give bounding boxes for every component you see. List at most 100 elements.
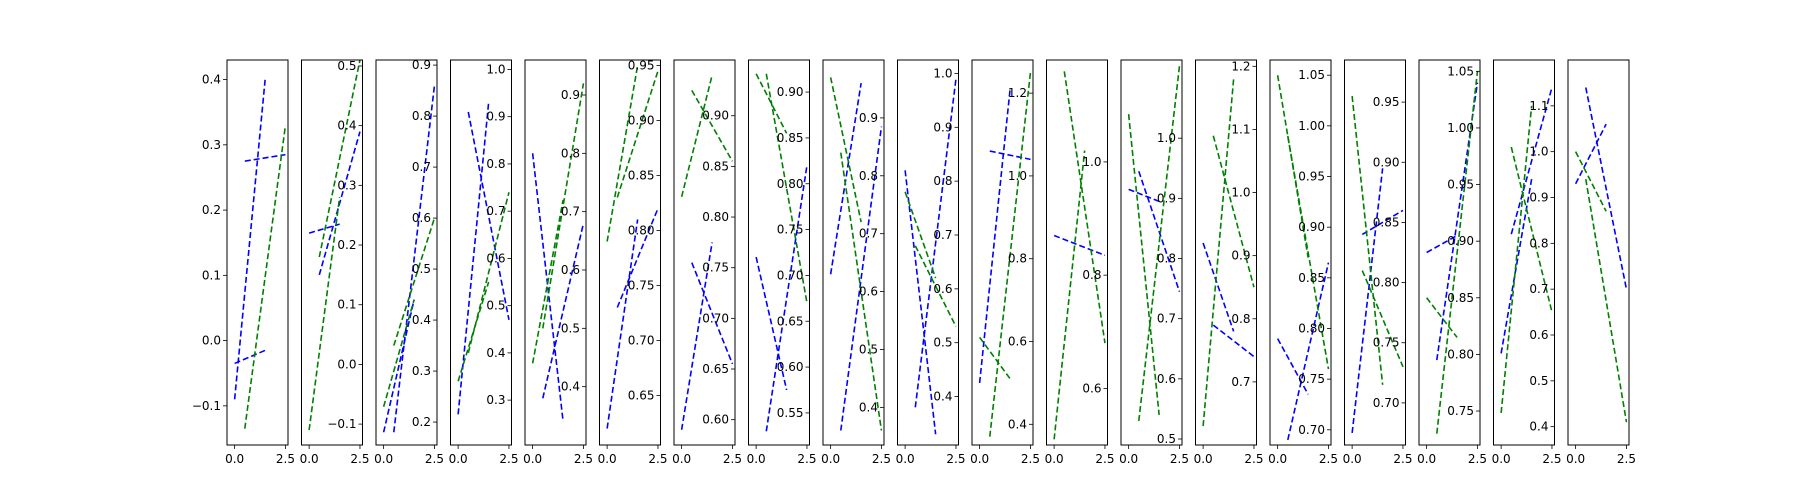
y-tick-label: 0.80 xyxy=(1298,321,1325,335)
axes-frame xyxy=(524,59,587,446)
y-tick-label: 0.90 xyxy=(1447,234,1474,248)
y-tick-label: 0.7 xyxy=(412,160,431,174)
y-tick-label: 1.00 xyxy=(1298,119,1325,133)
y-tick-label: 0.1 xyxy=(202,268,221,282)
x-tick-label: 2.5 xyxy=(1170,452,1189,466)
y-tick-label: 0.6 xyxy=(933,282,952,296)
axes-frame xyxy=(375,59,438,446)
y-tick-label: 1.0 xyxy=(1082,155,1101,169)
y-tick-label: 0.4 xyxy=(933,390,952,404)
y-tick-label: 0.55 xyxy=(777,406,804,420)
y-tick-label: 0.2 xyxy=(202,203,221,217)
series-line-green-3 xyxy=(1351,96,1384,385)
y-tick-label: 0.90 xyxy=(1298,220,1325,234)
y-tick-label: 0.8 xyxy=(1008,252,1027,266)
series-line-green-4 xyxy=(243,125,287,429)
y-tick-label: 0.6 xyxy=(561,263,580,277)
y-tick-label: 0.4 xyxy=(561,380,580,394)
y-tick-label: 0.85 xyxy=(628,169,655,183)
series-line-green-4 xyxy=(1585,179,1628,423)
axes-frame xyxy=(301,59,363,446)
x-tick-label: 0.0 xyxy=(598,452,617,466)
series-line-blue-1 xyxy=(1426,234,1458,254)
x-tick-label: 0.0 xyxy=(821,452,840,466)
series-line-blue-2 xyxy=(1287,262,1330,441)
y-tick-label: 0.80 xyxy=(702,210,729,224)
x-tick-label: 2.5 xyxy=(499,452,518,466)
y-tick-label: 0.4 xyxy=(486,346,505,360)
series-line-green-4 xyxy=(318,59,361,258)
x-tick-label: 0.0 xyxy=(970,452,989,466)
series-line-blue-1 xyxy=(1351,168,1384,434)
x-tick-label: 2.5 xyxy=(574,452,593,466)
series-line-green-4 xyxy=(1510,146,1553,313)
panel-7: 0.0 2.5 0.60 0.65 0.70 0.75 0.80 0.85 0.90 xyxy=(672,59,742,466)
y-tick-label: 1.2 xyxy=(1231,59,1250,73)
series-line-green-4 xyxy=(1287,135,1330,370)
x-tick-label: 0.0 xyxy=(672,452,691,466)
series-line-blue-1 xyxy=(457,102,490,415)
x-tick-label: 0.0 xyxy=(747,452,766,466)
y-tick-label: 1.2 xyxy=(1008,86,1027,100)
y-tick-label: 0.7 xyxy=(1529,282,1548,296)
axes-frame xyxy=(1493,59,1555,446)
x-tick-label: 2.5 xyxy=(425,452,444,466)
panel-6: 0.0 2.5 0.65 0.70 0.75 0.80 0.85 0.90 0.95 xyxy=(598,59,668,467)
y-tick-label: 0.9 xyxy=(561,88,580,102)
y-tick-label: 0.7 xyxy=(933,228,952,242)
y-tick-label: 0.65 xyxy=(777,314,804,328)
y-tick-label: 0.80 xyxy=(777,177,804,191)
series-line-green-4 xyxy=(542,83,585,329)
series-line-blue-2 xyxy=(839,126,883,431)
series-line-blue-1 xyxy=(904,170,937,435)
y-tick-label: 0.9 xyxy=(1231,249,1250,263)
panel-8: 0.0 2.5 0.55 0.60 0.65 0.70 0.75 0.80 0.85 0.90 xyxy=(747,59,817,466)
x-tick-label: 2.5 xyxy=(350,452,369,466)
y-tick-label: 0.4 xyxy=(337,119,356,133)
x-tick-label: 0.0 xyxy=(1045,452,1064,466)
y-tick-label: 0.4 xyxy=(412,313,431,327)
series-line-blue-2 xyxy=(1361,209,1404,236)
y-tick-label: 0.5 xyxy=(933,336,952,350)
panel-19: 0.0 2.5 xyxy=(1566,59,1636,466)
series-line-blue-2 xyxy=(691,262,734,365)
axes-frame xyxy=(1120,59,1183,446)
y-tick-label: 1.0 xyxy=(933,66,952,80)
series-line-green-4 xyxy=(1137,65,1181,422)
series-line-blue-2 xyxy=(765,165,808,432)
y-tick-label: 1.0 xyxy=(1157,131,1176,145)
x-tick-label: 0.0 xyxy=(1268,452,1287,466)
x-tick-label: 2.5 xyxy=(1244,452,1263,466)
x-tick-label: 2.5 xyxy=(1095,452,1114,466)
series-line-green-3 xyxy=(1574,151,1607,212)
series-line-blue-2 xyxy=(1510,87,1553,235)
axes-frame xyxy=(450,59,512,446)
y-tick-label: 1.00 xyxy=(1447,121,1474,135)
series-line-blue-1 xyxy=(978,88,1011,383)
panel-2: 0.0 2.5 −0.1 0.0 0.1 0.2 0.3 0.4 0.5 xyxy=(300,59,370,466)
series-line-green-3 xyxy=(1127,114,1160,416)
y-tick-label: 0.7 xyxy=(859,227,878,241)
axes-frame xyxy=(971,59,1034,446)
y-tick-label: 0.85 xyxy=(702,159,729,173)
y-tick-label: 0.70 xyxy=(1373,396,1400,410)
panel-17: 0.0 2.5 0.75 0.80 0.85 0.90 0.95 1.00 1.05 xyxy=(1417,59,1487,466)
x-tick-label: 0.0 xyxy=(1119,452,1138,466)
series-line-green-4 xyxy=(1435,71,1479,434)
y-tick-label: 0.80 xyxy=(628,224,655,238)
axes-frame xyxy=(822,59,885,446)
y-tick-label: 0.60 xyxy=(777,360,804,374)
series-line-green-3 xyxy=(1500,105,1533,413)
y-tick-label: 0.5 xyxy=(486,299,505,313)
y-tick-label: 0.90 xyxy=(702,109,729,123)
axes-frame xyxy=(599,59,661,446)
x-tick-label: 0.0 xyxy=(523,452,542,466)
y-tick-label: 0.6 xyxy=(1529,328,1548,342)
series-line-green-4 xyxy=(393,217,436,346)
series-line-blue-2 xyxy=(542,223,585,399)
panel-11: 0.0 2.5 0.4 0.6 0.8 1.0 1.2 xyxy=(970,59,1040,466)
y-tick-label: 0.95 xyxy=(1447,178,1474,192)
x-tick-label: 0.0 xyxy=(374,452,393,466)
series-line-green-4 xyxy=(839,152,883,431)
y-tick-label: 0.6 xyxy=(412,211,431,225)
